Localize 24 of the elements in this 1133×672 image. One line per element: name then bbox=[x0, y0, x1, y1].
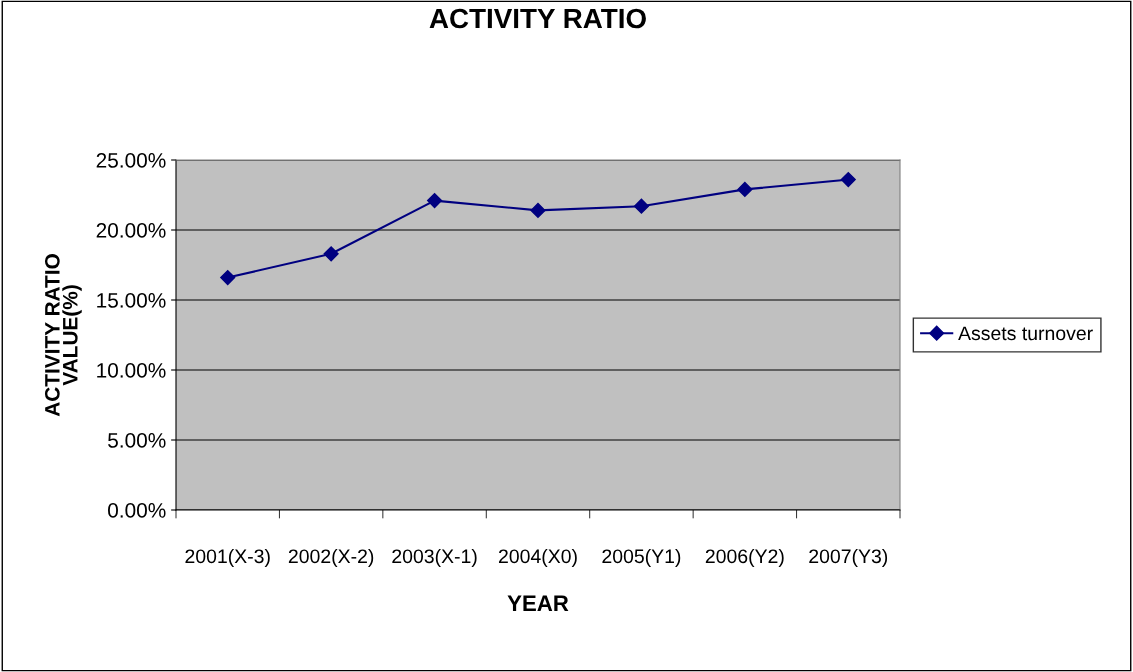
point bbox=[840, 172, 856, 188]
y-tick-label: 25.00% bbox=[96, 153, 166, 168]
x-tick-label: 2006(Y2) bbox=[705, 548, 784, 568]
y-tick-label: 10.00% bbox=[97, 363, 166, 378]
point bbox=[220, 270, 236, 286]
x-tick-label: 2005(Y1) bbox=[602, 548, 681, 568]
y-tick-label: 15.00% bbox=[97, 293, 166, 308]
x-tick-label: 2004(X0) bbox=[498, 548, 577, 568]
point bbox=[427, 193, 443, 209]
x-axis-title: YEAR bbox=[507, 595, 569, 611]
x-tick-label: 2001(X-3) bbox=[185, 548, 270, 568]
point bbox=[737, 181, 753, 197]
x-tick-label: 2007(Y3) bbox=[809, 548, 888, 568]
y-axis-title: ACTIVITY RATIO VALUE(%) bbox=[44, 254, 82, 417]
legend-label: Assets turnover bbox=[958, 326, 1093, 341]
point bbox=[530, 202, 546, 218]
x-tick-label: 2003(X-1) bbox=[392, 548, 477, 568]
point bbox=[633, 198, 649, 214]
y-tick-label: 5.00% bbox=[108, 433, 166, 448]
y-tick-label: 20.00% bbox=[96, 223, 166, 238]
y-tick-label: 0.00% bbox=[108, 503, 166, 518]
x-tick-label: 2002(X-2) bbox=[288, 548, 374, 568]
point bbox=[323, 246, 339, 262]
chart-title: ACTIVITY RATIO bbox=[429, 8, 646, 29]
